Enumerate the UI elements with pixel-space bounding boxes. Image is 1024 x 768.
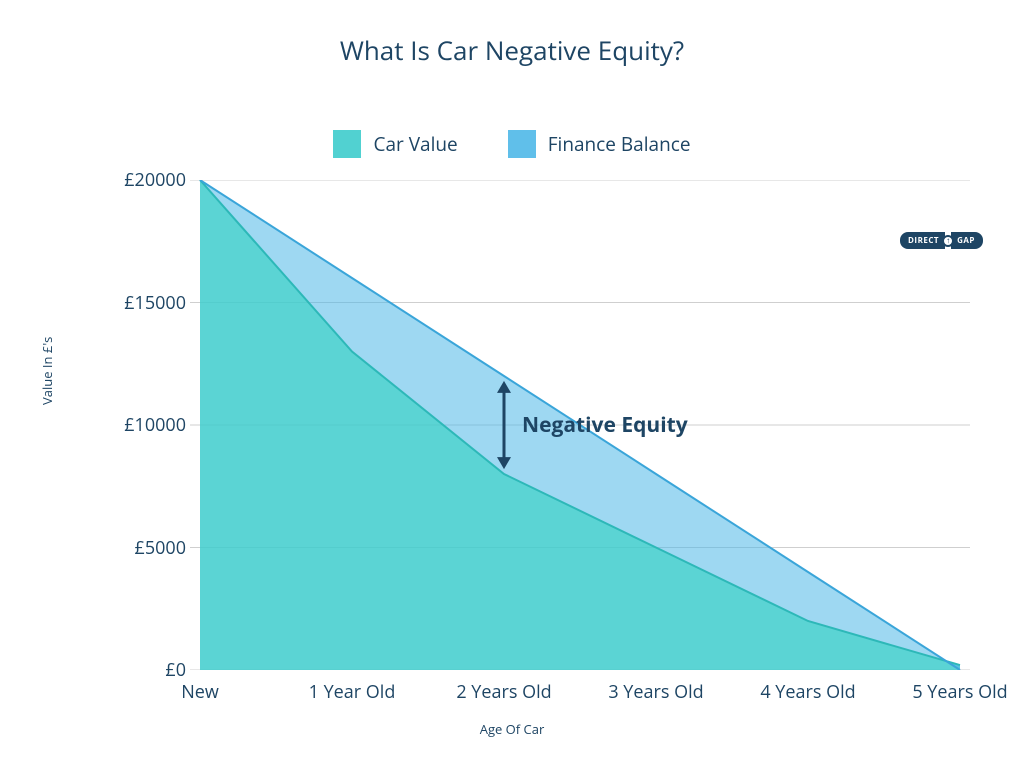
y-tick-label: £10000: [124, 413, 186, 437]
legend-item: Car Value: [333, 130, 457, 158]
x-axis-label: Age Of Car: [0, 720, 1024, 738]
legend: Car Value Finance Balance: [0, 130, 1024, 158]
legend-label: Finance Balance: [548, 131, 691, 157]
x-tick-label: 5 Years Old: [912, 680, 1007, 704]
x-tick-label: New: [181, 680, 219, 704]
annotation-negative-equity: Negative Equity: [522, 411, 688, 439]
x-tick-label: 3 Years Old: [608, 680, 703, 704]
y-tick-label: £5000: [135, 536, 186, 560]
chart-container: What Is Car Negative Equity? Car Value Fi…: [0, 0, 1024, 768]
x-tick-label: 1 Year Old: [309, 680, 396, 704]
y-tick-label: £20000: [124, 168, 186, 192]
y-tick-label: £0: [165, 658, 186, 682]
y-tick-label: £15000: [124, 291, 186, 315]
legend-swatch: [508, 130, 536, 158]
legend-label: Car Value: [373, 131, 457, 157]
brand-logo: DIRECT↑GAP: [900, 232, 983, 249]
x-tick-label: 4 Years Old: [760, 680, 855, 704]
y-axis-label: Value In £'s: [38, 337, 56, 405]
legend-swatch: [333, 130, 361, 158]
chart-title: What Is Car Negative Equity?: [0, 32, 1024, 68]
chart-plot-area: £0£5000£10000£15000£20000New1 Year Old2 …: [100, 180, 970, 670]
x-tick-label: 2 Years Old: [456, 680, 551, 704]
legend-item: Finance Balance: [508, 130, 691, 158]
